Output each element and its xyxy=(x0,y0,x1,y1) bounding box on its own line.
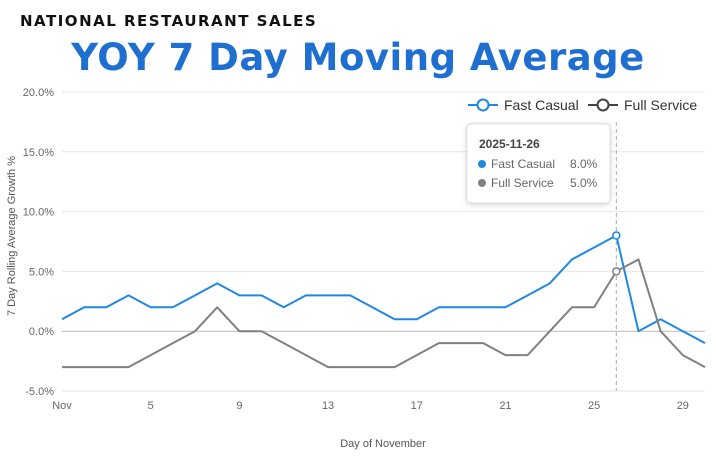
y-axis-ticks: -5.0% 0.0% 5.0% 10.0% 15.0% 20.0% xyxy=(23,87,54,398)
x-tick-label: 5 xyxy=(148,400,154,412)
y-tick-label: 10.0% xyxy=(23,207,54,219)
tooltip-value-full-service: 5.0% xyxy=(570,176,598,190)
y-axis-label: 7 Day Rolling Average Growth % xyxy=(6,156,18,316)
tooltip-box xyxy=(466,123,611,204)
tooltip-date: 2025-11-26 xyxy=(479,137,540,151)
x-tick-label: 17 xyxy=(411,400,423,412)
hover-point-full-service xyxy=(612,267,621,276)
hover-markers xyxy=(612,231,621,276)
y-tick-label: 0.0% xyxy=(29,326,54,338)
series-line-fast-casual xyxy=(61,234,706,345)
legend-label: Full Service xyxy=(624,97,697,113)
x-tick-label: Nov xyxy=(52,400,72,412)
legend-marker xyxy=(596,98,610,112)
series-line-full-service xyxy=(62,258,706,369)
tooltip-value-fast-casual: 8.0% xyxy=(570,157,598,171)
tooltip-dot-full-service xyxy=(478,179,486,187)
x-axis-ticks: Nov 5 9 13 17 21 25 29 xyxy=(52,400,689,412)
x-tick-label: 29 xyxy=(677,400,689,412)
tooltip: 2025-11-26 Fast Casual 8.0% Full Service… xyxy=(466,123,611,204)
kicker-title: NATIONAL RESTAURANT SALES xyxy=(20,12,318,30)
hover-point-fast-casual xyxy=(612,231,621,240)
y-tick-label: 15.0% xyxy=(23,147,54,159)
y-tick-label: 5.0% xyxy=(29,266,54,278)
tooltip-dot-fast-casual xyxy=(478,160,486,168)
tooltip-name-full-service: Full Service xyxy=(491,176,554,190)
gridlines xyxy=(62,91,705,392)
chart-title: YOY 7 Day Moving Average xyxy=(71,36,645,79)
legend-label: Fast Casual xyxy=(504,97,579,113)
legend-item-fast-casual[interactable]: Fast Casual xyxy=(468,97,579,113)
series-lines xyxy=(61,234,706,369)
legend-marker xyxy=(476,98,490,112)
legend-item-full-service[interactable]: Full Service xyxy=(588,97,697,113)
legend: Fast Casual Full Service xyxy=(468,97,697,113)
x-tick-label: 25 xyxy=(588,400,600,412)
x-tick-label: 13 xyxy=(322,400,334,412)
x-tick-label: 9 xyxy=(236,400,242,412)
y-tick-label: 20.0% xyxy=(23,87,54,99)
x-tick-label: 21 xyxy=(499,400,511,412)
x-axis-label: Day of November xyxy=(340,438,426,450)
tooltip-name-fast-casual: Fast Casual xyxy=(491,157,555,171)
y-tick-label: -5.0% xyxy=(25,386,54,398)
